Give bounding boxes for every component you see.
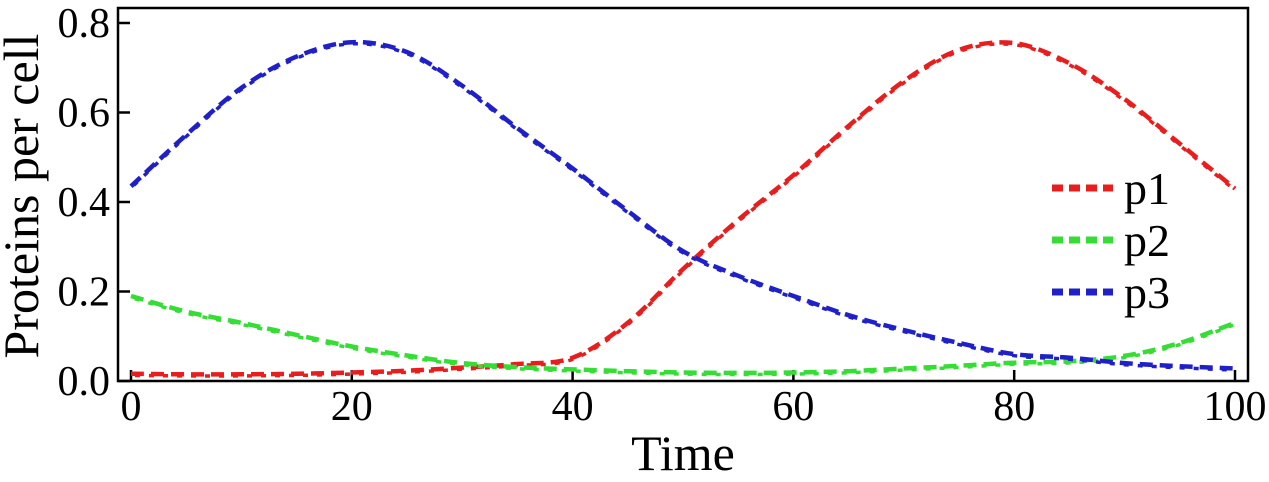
series-lines [129,39,1237,378]
y-tick-label: 0.4 [58,180,111,226]
series-p2-dot-stroke [130,295,1236,377]
y-tick-label: 0.0 [58,359,111,405]
plot-frame [116,6,1250,383]
y-axis-title: Proteins per cell [0,34,49,359]
x-tick-label: 20 [331,384,373,430]
legend-item-p2: p2 [1052,215,1170,266]
x-tick-label: 40 [552,384,594,430]
series-p3-dash-stroke [129,39,1236,371]
legend-label-p2: p2 [1124,215,1170,266]
x-tick-label: 0 [121,384,142,430]
y-axis-ticks [118,21,130,383]
legend-label-p1: p1 [1124,163,1170,214]
x-tick-label: 60 [772,384,814,430]
x-tick-label: 100 [1204,384,1267,430]
legend-item-p1: p1 [1052,163,1170,214]
series-p3-dot-stroke [129,41,1236,372]
y-tick-label: 0.8 [58,1,111,47]
y-tick-label: 0.2 [58,270,111,316]
series-p3-line [129,39,1236,372]
legend-label-p3: p3 [1124,267,1170,318]
y-tick-label: 0.6 [58,91,111,137]
series-p2-line [130,293,1236,377]
x-axis-tick-labels: 0 20 40 60 80 100 [121,384,1267,430]
series-p1-dash-stroke [130,40,1237,377]
series-p1-dot-stroke [130,42,1237,378]
x-tick-label: 80 [993,384,1035,430]
legend-item-p3: p3 [1052,267,1170,318]
series-p1-line [130,40,1237,378]
x-axis-title: Time [631,425,735,481]
y-axis-tick-labels: 0.0 0.2 0.4 0.6 0.8 [58,1,111,405]
